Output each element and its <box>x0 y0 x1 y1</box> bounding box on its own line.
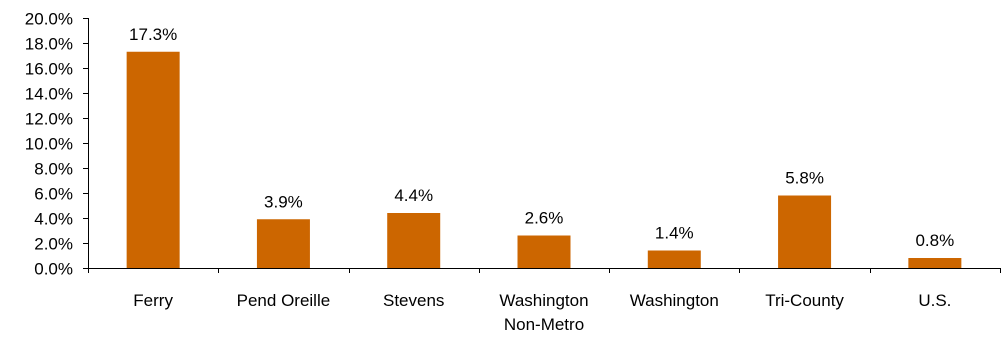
bars <box>126 51 962 268</box>
y-tick-label: 2.0% <box>34 235 73 254</box>
category-label: Ferry <box>133 291 173 310</box>
bar <box>908 258 962 268</box>
category-label: Non-Metro <box>504 315 584 334</box>
bar <box>778 195 832 268</box>
data-label: 5.8% <box>785 169 824 188</box>
y-tick-label: 18.0% <box>25 35 73 54</box>
category-label: Tri-County <box>765 291 844 310</box>
data-label: 3.9% <box>264 192 303 211</box>
bar <box>387 213 441 268</box>
y-tick-label: 14.0% <box>25 85 73 104</box>
data-label: 2.6% <box>525 209 564 228</box>
data-label: 4.4% <box>394 186 433 205</box>
data-label: 1.4% <box>655 224 694 243</box>
y-tick-label: 20.0% <box>25 10 73 29</box>
category-label: U.S. <box>918 291 951 310</box>
y-tick-label: 12.0% <box>25 110 73 129</box>
data-label: 17.3% <box>129 25 177 44</box>
y-tick-label: 10.0% <box>25 135 73 154</box>
y-axis: 0.0% 2.0% 4.0% 6.0% 8.0% 10.0% 12.0% 14.0% 16.0%… <box>25 10 89 279</box>
bar <box>256 219 310 268</box>
y-tick-label: 16.0% <box>25 60 73 79</box>
y-tick-label: 6.0% <box>34 185 73 204</box>
bar <box>517 235 571 268</box>
y-tick-label: 4.0% <box>34 210 73 229</box>
category-label: Washington <box>499 291 588 310</box>
y-tick-label: 8.0% <box>34 160 73 179</box>
category-labels: Ferry Pend Oreille Stevens Washington Non-Me… <box>133 291 951 334</box>
x-axis <box>88 268 1001 273</box>
bar <box>647 250 701 268</box>
data-labels: 17.3% 3.9% 4.4% 2.6% 1.4% 5.8% 0.8% <box>129 25 954 250</box>
bar <box>126 51 180 268</box>
category-label: Stevens <box>383 291 444 310</box>
category-label: Pend Oreille <box>237 291 331 310</box>
category-label: Washington <box>630 291 719 310</box>
y-tick-label: 0.0% <box>34 260 73 279</box>
data-label: 0.8% <box>915 231 954 250</box>
